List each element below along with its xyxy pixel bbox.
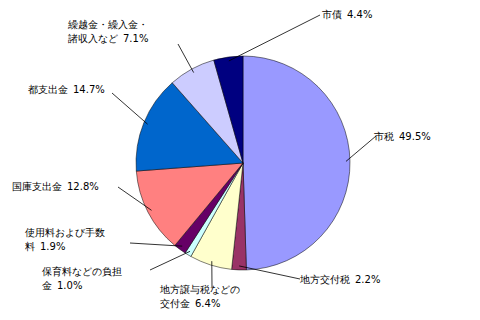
- slice: [136, 163, 243, 245]
- data-label: 地方譲与税などの交付金 6.4%: [159, 284, 240, 309]
- label-value: 6.4%: [195, 298, 220, 309]
- label-name: 市債: [322, 9, 342, 20]
- data-label: 国庫支出金 12.8%: [12, 181, 99, 192]
- label-name: 使用料および手数: [25, 227, 105, 238]
- label-value: 2.2%: [355, 274, 380, 285]
- data-label: 地方交付税 2.2%: [299, 274, 380, 285]
- leader-line: [150, 251, 190, 270]
- label-name: 料: [25, 241, 35, 252]
- data-label: 都支出金 14.7%: [28, 84, 105, 95]
- leader-line: [239, 266, 300, 279]
- label-name: 国庫支出金: [12, 181, 62, 192]
- label-name: 繰越金・繰入金・: [67, 19, 148, 30]
- labels: 市税 49.5% 地方交付税 2.2% 地方譲与税などの交付金 6.4% 保育料などの負担金…: [12, 9, 431, 309]
- slice: [243, 56, 350, 270]
- label-value: 1.9%: [40, 241, 65, 252]
- leader-line: [178, 44, 194, 73]
- data-label: 使用料および手数料 1.9%: [25, 227, 105, 252]
- label-value: 14.7%: [73, 84, 105, 95]
- label-name: 地方交付税: [299, 274, 350, 285]
- data-label: 保育料などの負担金 1.0%: [42, 266, 122, 291]
- label-value: 4.4%: [347, 9, 372, 20]
- slice: [214, 56, 243, 163]
- label-name: 諸収入など: [68, 33, 118, 44]
- leader-line: [346, 136, 376, 161]
- data-label: 繰越金・繰入金・諸収入など 7.1%: [67, 19, 148, 44]
- label-value: 12.8%: [67, 181, 99, 192]
- label-name: 地方譲与税などの: [159, 284, 240, 295]
- data-label: 市税 49.5%: [374, 131, 431, 142]
- label-name: 市税: [374, 131, 394, 142]
- leader-line: [229, 15, 320, 61]
- label-value: 1.0%: [57, 280, 82, 291]
- label-name: 金: [42, 280, 52, 291]
- label-value: 7.1%: [123, 33, 148, 44]
- leader-line: [112, 93, 148, 124]
- chart: 市税 49.5% 地方交付税 2.2% 地方譲与税などの交付金 6.4% 保育料などの負担金…: [0, 0, 480, 320]
- pie: [136, 56, 350, 270]
- label-name: 都支出金: [28, 84, 68, 95]
- label-value: 49.5%: [399, 131, 431, 142]
- leader-line: [118, 187, 152, 210]
- data-label: 市債 4.4%: [322, 9, 372, 20]
- leader-line: [130, 243, 182, 246]
- label-name: 保育料などの負担: [42, 266, 122, 277]
- label-name: 交付金: [160, 298, 190, 309]
